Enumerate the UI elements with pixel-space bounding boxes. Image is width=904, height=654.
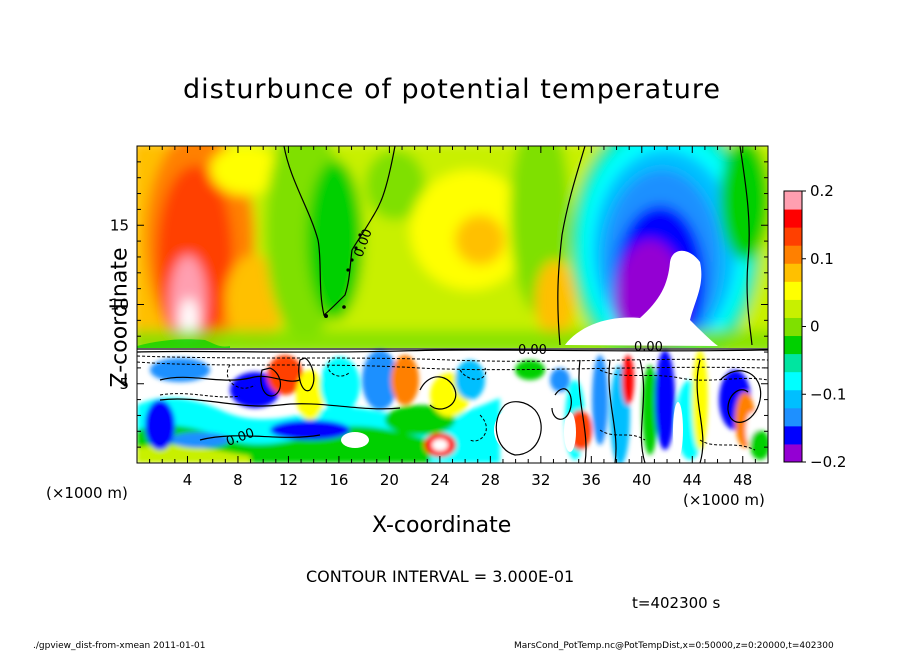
- x-tick-label: 24: [430, 471, 449, 489]
- x-tick-label: 16: [329, 471, 348, 489]
- colorbar-segment: [784, 281, 802, 300]
- colorbar-segment: [784, 227, 802, 246]
- y-tick-label: 15: [110, 216, 129, 234]
- colorbar-segment: [784, 443, 802, 463]
- colorbar-tick-label: 0.1: [810, 250, 834, 268]
- x-tick-label: 12: [279, 471, 298, 489]
- x-tick-label: 40: [632, 471, 651, 489]
- colorbar-tick-label: 0.2: [810, 182, 834, 200]
- y-tick-label: 10: [110, 296, 129, 314]
- colorbar-tick-label: 0: [810, 318, 820, 336]
- colorbar-segment: [784, 299, 802, 318]
- colorbar-segment: [784, 407, 802, 427]
- x-tick-label: 32: [531, 471, 550, 489]
- contour-label: 0.00: [518, 343, 547, 358]
- x-axis-label: X-coordinate: [372, 513, 512, 538]
- x-tick-label: 44: [683, 471, 702, 489]
- colorbar-segment: [784, 353, 802, 373]
- x-tick-label: 28: [481, 471, 500, 489]
- x-tick-label: 8: [233, 471, 243, 489]
- colorbar-segment: [784, 263, 802, 282]
- colorbar-segment: [784, 389, 802, 409]
- contour-interval-text: CONTOUR INTERVAL = 3.000E-01: [306, 567, 575, 586]
- x-tick-label: 20: [380, 471, 399, 489]
- y-tick-label: 5: [119, 375, 129, 393]
- footer-right-text: MarsCond_PotTemp.nc@PotTempDist,x=0:5000…: [514, 641, 834, 651]
- colorbar-segment: [784, 209, 802, 228]
- colorbar-segment: [784, 317, 802, 337]
- x-tick-label: 48: [733, 471, 752, 489]
- x-axis: 4 8 12 16 20 24 28 32 36 40 44 48: [149, 146, 756, 489]
- y-axis: 5 10 15: [110, 161, 768, 448]
- x-unit-label-left: (×1000 m): [46, 484, 128, 502]
- colorbar-tick-label: −0.1: [810, 385, 846, 403]
- footer-left-text: ./gpview_dist-from-xmean 2011-01-01: [33, 641, 206, 651]
- x-tick-label: 36: [582, 471, 601, 489]
- x-tick-label: 4: [183, 471, 193, 489]
- time-stamp: t=402300 s: [632, 594, 721, 612]
- plot-area: [137, 146, 768, 463]
- colorbar-segment: [784, 191, 802, 210]
- x-unit-label-right: (×1000 m): [683, 491, 765, 509]
- colorbar-segment: [784, 371, 802, 391]
- chart-title: disturbunce of potential temperature: [183, 74, 721, 105]
- colorbar-segment: [784, 335, 802, 355]
- colorbar-segment: [784, 245, 802, 264]
- colorbar-segment: [784, 425, 802, 445]
- colorbar-tick-label: −0.2: [810, 453, 846, 471]
- colorbar: 0.2 0.1 0 −0.1 −0.2: [783, 182, 846, 471]
- contour-label: 0.00: [634, 340, 663, 355]
- y-axis-label: Z-coordinate: [107, 247, 133, 388]
